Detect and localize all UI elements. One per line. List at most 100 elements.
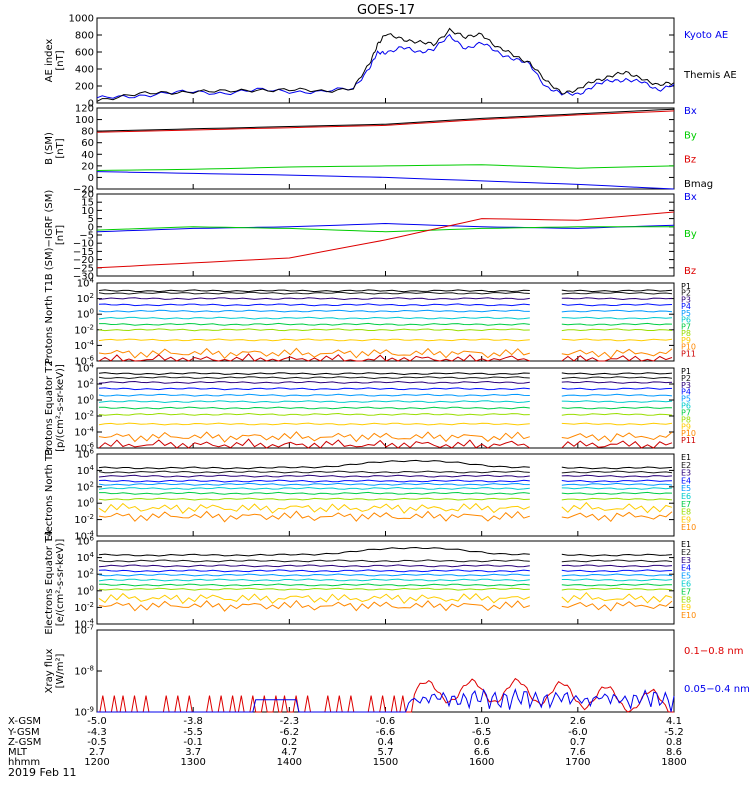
y-tick-label: 10-6 xyxy=(74,442,94,455)
channel-label: E1 xyxy=(681,453,691,462)
channel-line-e10 xyxy=(98,510,530,523)
channel-line-e1 xyxy=(98,459,530,470)
channel-line-p9 xyxy=(561,422,673,426)
channel-label: E3 xyxy=(681,556,691,565)
channel-line-p3 xyxy=(98,297,530,301)
y-tick-label: 0 xyxy=(88,173,94,184)
axis-row-value: -5.0 xyxy=(87,716,107,727)
series-line-themis-ae xyxy=(96,27,675,102)
series-line-bz xyxy=(96,110,675,133)
y-tick-label: 106 xyxy=(77,535,95,548)
channel-line-p2 xyxy=(98,376,530,380)
channel-line-p8 xyxy=(98,412,530,416)
channel-line-e9 xyxy=(98,502,530,514)
axis-row-value: -4.3 xyxy=(87,727,107,738)
y-tick-label: 100 xyxy=(77,584,94,597)
channel-line-p10 xyxy=(561,431,673,443)
axis-row-value: 1700 xyxy=(565,757,590,768)
xray-line xyxy=(97,677,674,713)
channel-line-p10 xyxy=(98,347,530,360)
axis-row-value: -0.5 xyxy=(87,737,107,748)
channel-line-p3 xyxy=(561,297,673,301)
channel-line-p3 xyxy=(98,380,530,384)
channel-line-e9 xyxy=(561,591,673,604)
legend-entry: 0.1−0.8 nm xyxy=(684,646,743,657)
panel-frame xyxy=(96,107,675,190)
axis-row-label: Y-GSM xyxy=(7,727,40,738)
y-axis-label: Electrons North T3 xyxy=(44,448,55,541)
channel-line-e1 xyxy=(561,553,673,557)
channel-label: E7 xyxy=(681,587,691,596)
channel-label: E1 xyxy=(681,540,691,549)
axis-row-value: 0.4 xyxy=(378,737,394,748)
channel-line-p2 xyxy=(561,291,673,295)
series-line-bx xyxy=(96,171,675,190)
y-tick-label: 106 xyxy=(77,448,95,461)
panel-frame xyxy=(96,453,675,537)
axis-row-label: X-GSM xyxy=(8,716,41,727)
legend-entry: Themis AE xyxy=(683,70,737,81)
axis-row-value: 0.6 xyxy=(474,737,490,748)
y-tick-label: 60 xyxy=(81,138,94,149)
y-tick-label: −30 xyxy=(73,272,94,283)
channel-line-p9 xyxy=(561,338,673,342)
channel-line-e4 xyxy=(98,479,530,483)
y-tick-label: 400 xyxy=(75,65,94,76)
channel-line-e10 xyxy=(98,599,530,612)
channel-label: E3 xyxy=(681,469,691,478)
y-tick-label: 104 xyxy=(77,277,95,290)
legend-entry: 0.05−0.4 nm xyxy=(684,684,750,695)
channel-line-p11 xyxy=(98,438,531,449)
y-tick-label: 80 xyxy=(81,127,94,138)
channel-line-e3 xyxy=(561,474,673,478)
y-tick-label: 15 xyxy=(81,198,94,209)
series-line-by xyxy=(96,226,674,233)
channel-label: P9 xyxy=(681,336,691,345)
y-tick-label: 104 xyxy=(77,464,95,477)
axis-row-value: 1600 xyxy=(469,757,494,768)
channel-line-p4 xyxy=(561,387,673,391)
channel-line-e3 xyxy=(98,564,530,568)
series-line-by xyxy=(96,164,675,171)
axis-row-value: 2.6 xyxy=(570,716,586,727)
channel-line-p1 xyxy=(98,289,530,293)
channel-line-p7 xyxy=(561,406,673,410)
axis-row-value: 4.1 xyxy=(666,716,682,727)
axis-row-value: -3.8 xyxy=(183,716,203,727)
channel-line-e4 xyxy=(561,479,673,483)
channel-label: E5 xyxy=(681,484,691,493)
legend-entry: Bmag xyxy=(684,179,713,190)
channel-line-e1 xyxy=(561,466,673,470)
channel-line-e9 xyxy=(98,592,530,605)
y-tick-label: 102 xyxy=(77,480,94,493)
y-tick-label: 800 xyxy=(75,31,94,42)
channel-label: P10 xyxy=(681,429,696,438)
channel-line-p9 xyxy=(98,422,530,426)
channel-label: E6 xyxy=(681,492,691,501)
time-axis-table: X-GSM -5.0 -3.8 -2.3 -0.6 1.0 2.6 4.1Y-GSM -4.3-… xyxy=(7,716,687,768)
channel-label: E10 xyxy=(681,611,696,620)
y-tick-label: −20 xyxy=(73,185,94,196)
channel-line-e10 xyxy=(561,511,673,523)
y-tick-label: 120 xyxy=(75,104,94,115)
axis-row-value: 0.7 xyxy=(570,737,586,748)
panel-5: 104 102 100 10-2 10-4 10-6 Protons Equator T2[… xyxy=(44,360,696,456)
y-tick-label: 102 xyxy=(77,292,94,305)
axis-row-value: -6.5 xyxy=(472,727,492,738)
channel-line-p8 xyxy=(98,328,530,332)
y-axis-label: Xray flux[W/m²] xyxy=(44,649,66,694)
channel-line-e7 xyxy=(561,491,673,495)
channel-line-p1 xyxy=(561,289,673,293)
channel-label: P7 xyxy=(681,322,691,331)
y-tick-label: 600 xyxy=(75,48,94,59)
panel-7: 106 104 102 100 10-2 10-4 Electrons Equator T4… xyxy=(44,530,696,634)
series-line-bx xyxy=(96,222,675,233)
channel-line-e5 xyxy=(561,573,673,577)
channel-line-e8 xyxy=(561,587,673,591)
channel-label: P2 xyxy=(681,289,691,298)
axis-row-value: 8.6 xyxy=(666,747,682,758)
channel-line-p3 xyxy=(561,380,673,384)
